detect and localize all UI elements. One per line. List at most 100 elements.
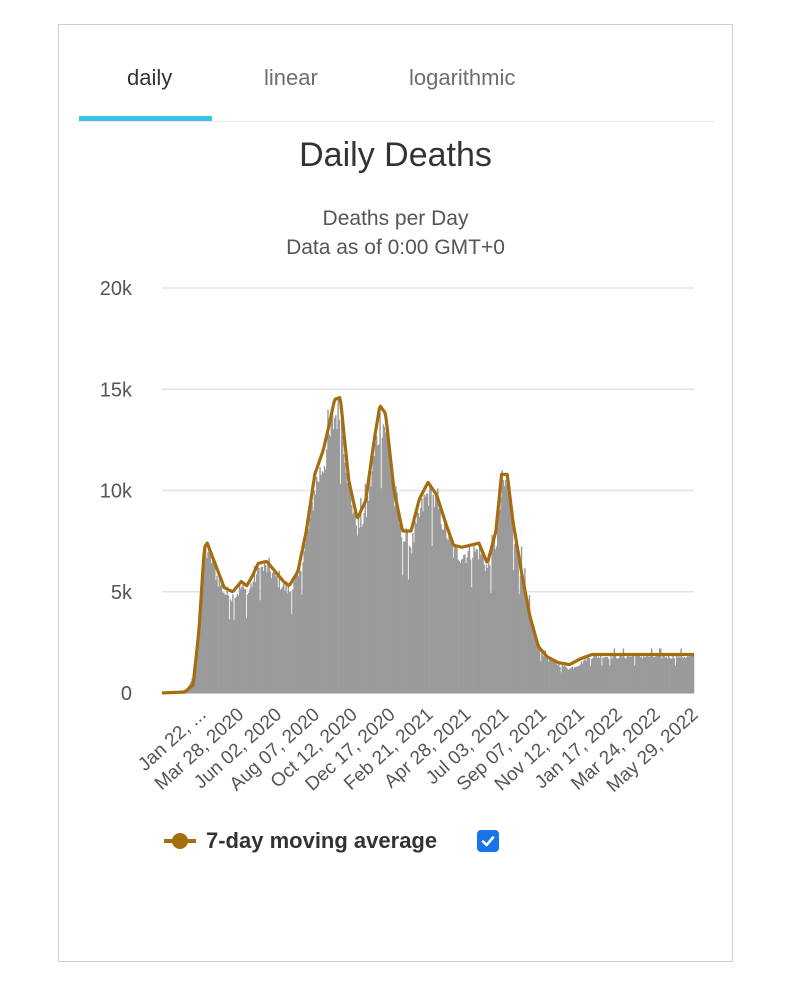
daily-bar <box>460 559 463 693</box>
daily-bar <box>646 654 648 693</box>
daily-bar <box>313 490 316 693</box>
daily-bar <box>417 513 420 693</box>
daily-bar <box>450 540 453 693</box>
daily-bar <box>271 572 274 693</box>
daily-bar <box>601 665 603 693</box>
daily-bar <box>600 654 602 693</box>
daily-bar <box>477 559 480 693</box>
daily-bar <box>265 565 267 693</box>
daily-bar <box>235 597 238 693</box>
daily-bar <box>507 485 509 693</box>
daily-bar <box>683 656 686 693</box>
daily-bar <box>303 551 305 693</box>
daily-bar <box>621 657 623 693</box>
daily-bar <box>463 554 465 693</box>
daily-bar <box>287 585 290 693</box>
daily-bar <box>447 540 449 693</box>
daily-bar <box>456 547 458 693</box>
daily-bar <box>203 563 206 693</box>
daily-bar <box>416 512 419 693</box>
daily-bar <box>596 658 599 693</box>
daily-bar <box>561 664 563 693</box>
daily-bar <box>432 494 434 693</box>
daily-bar <box>524 568 526 693</box>
daily-bar <box>378 444 380 693</box>
daily-bar <box>636 654 638 693</box>
daily-bar <box>644 657 646 693</box>
daily-bar <box>384 432 387 693</box>
daily-bar <box>678 654 680 693</box>
daily-bar <box>211 561 214 693</box>
daily-bar <box>394 506 396 693</box>
daily-bar <box>525 593 527 693</box>
daily-bar <box>579 664 582 693</box>
tab-linear[interactable]: linear <box>264 65 318 90</box>
daily-bar <box>476 549 479 693</box>
daily-bar <box>421 498 423 693</box>
daily-bar <box>400 537 403 693</box>
legend-dot-marker <box>172 833 188 849</box>
daily-bar <box>315 476 318 693</box>
daily-bar <box>492 545 494 693</box>
daily-bar <box>620 654 622 693</box>
daily-bar <box>511 527 514 693</box>
daily-bar <box>587 657 590 693</box>
daily-bar <box>257 564 259 693</box>
daily-bar <box>467 550 470 693</box>
daily-bar <box>233 620 235 693</box>
daily-bar <box>597 656 600 693</box>
daily-bar <box>403 541 405 693</box>
daily-bar <box>650 648 653 693</box>
daily-bar <box>471 587 473 693</box>
daily-bar <box>377 445 379 693</box>
daily-bar <box>457 559 459 693</box>
daily-bar <box>253 566 256 693</box>
daily-bar <box>320 475 322 693</box>
daily-bar <box>655 654 657 693</box>
daily-bar <box>635 656 637 693</box>
daily-bar <box>510 517 513 693</box>
daily-bar <box>474 551 476 693</box>
daily-bar <box>274 570 276 693</box>
daily-bar <box>540 661 542 693</box>
daily-bar <box>691 655 694 693</box>
tab-logarithmic[interactable]: logarithmic <box>409 65 516 90</box>
daily-bar <box>452 557 455 693</box>
daily-bar <box>431 546 433 693</box>
daily-bar <box>301 594 303 693</box>
daily-bar <box>665 656 668 693</box>
daily-bar <box>248 592 250 693</box>
daily-bar <box>276 575 278 693</box>
daily-bar <box>351 505 353 693</box>
daily-bar <box>682 658 685 693</box>
daily-bar <box>270 578 273 693</box>
daily-bar <box>663 655 665 693</box>
daily-bar <box>243 588 245 693</box>
daily-bar <box>267 563 269 693</box>
daily-bar <box>554 661 557 693</box>
daily-bar <box>607 658 610 693</box>
daily-bar <box>269 571 271 693</box>
y-tick-label: 20k <box>100 278 133 300</box>
daily-bar <box>389 467 391 693</box>
daily-bar <box>584 657 586 693</box>
moving-average-checkbox[interactable] <box>477 830 500 852</box>
daily-bar <box>209 549 211 693</box>
daily-bar <box>660 648 662 693</box>
daily-bar <box>609 665 611 693</box>
daily-bar <box>430 489 432 693</box>
daily-bar <box>215 580 217 693</box>
daily-bar <box>345 473 347 693</box>
daily-bar <box>236 593 239 693</box>
daily-bar <box>358 528 361 693</box>
daily-bar <box>295 576 297 693</box>
daily-bar <box>424 496 427 693</box>
tab-daily[interactable]: daily <box>127 65 173 90</box>
daily-bar <box>485 564 488 693</box>
daily-bar <box>563 665 566 693</box>
daily-bar <box>503 486 506 693</box>
daily-bar <box>517 558 519 693</box>
daily-bar <box>534 636 536 693</box>
chart-card: daily linear logarithmic <box>58 24 733 962</box>
